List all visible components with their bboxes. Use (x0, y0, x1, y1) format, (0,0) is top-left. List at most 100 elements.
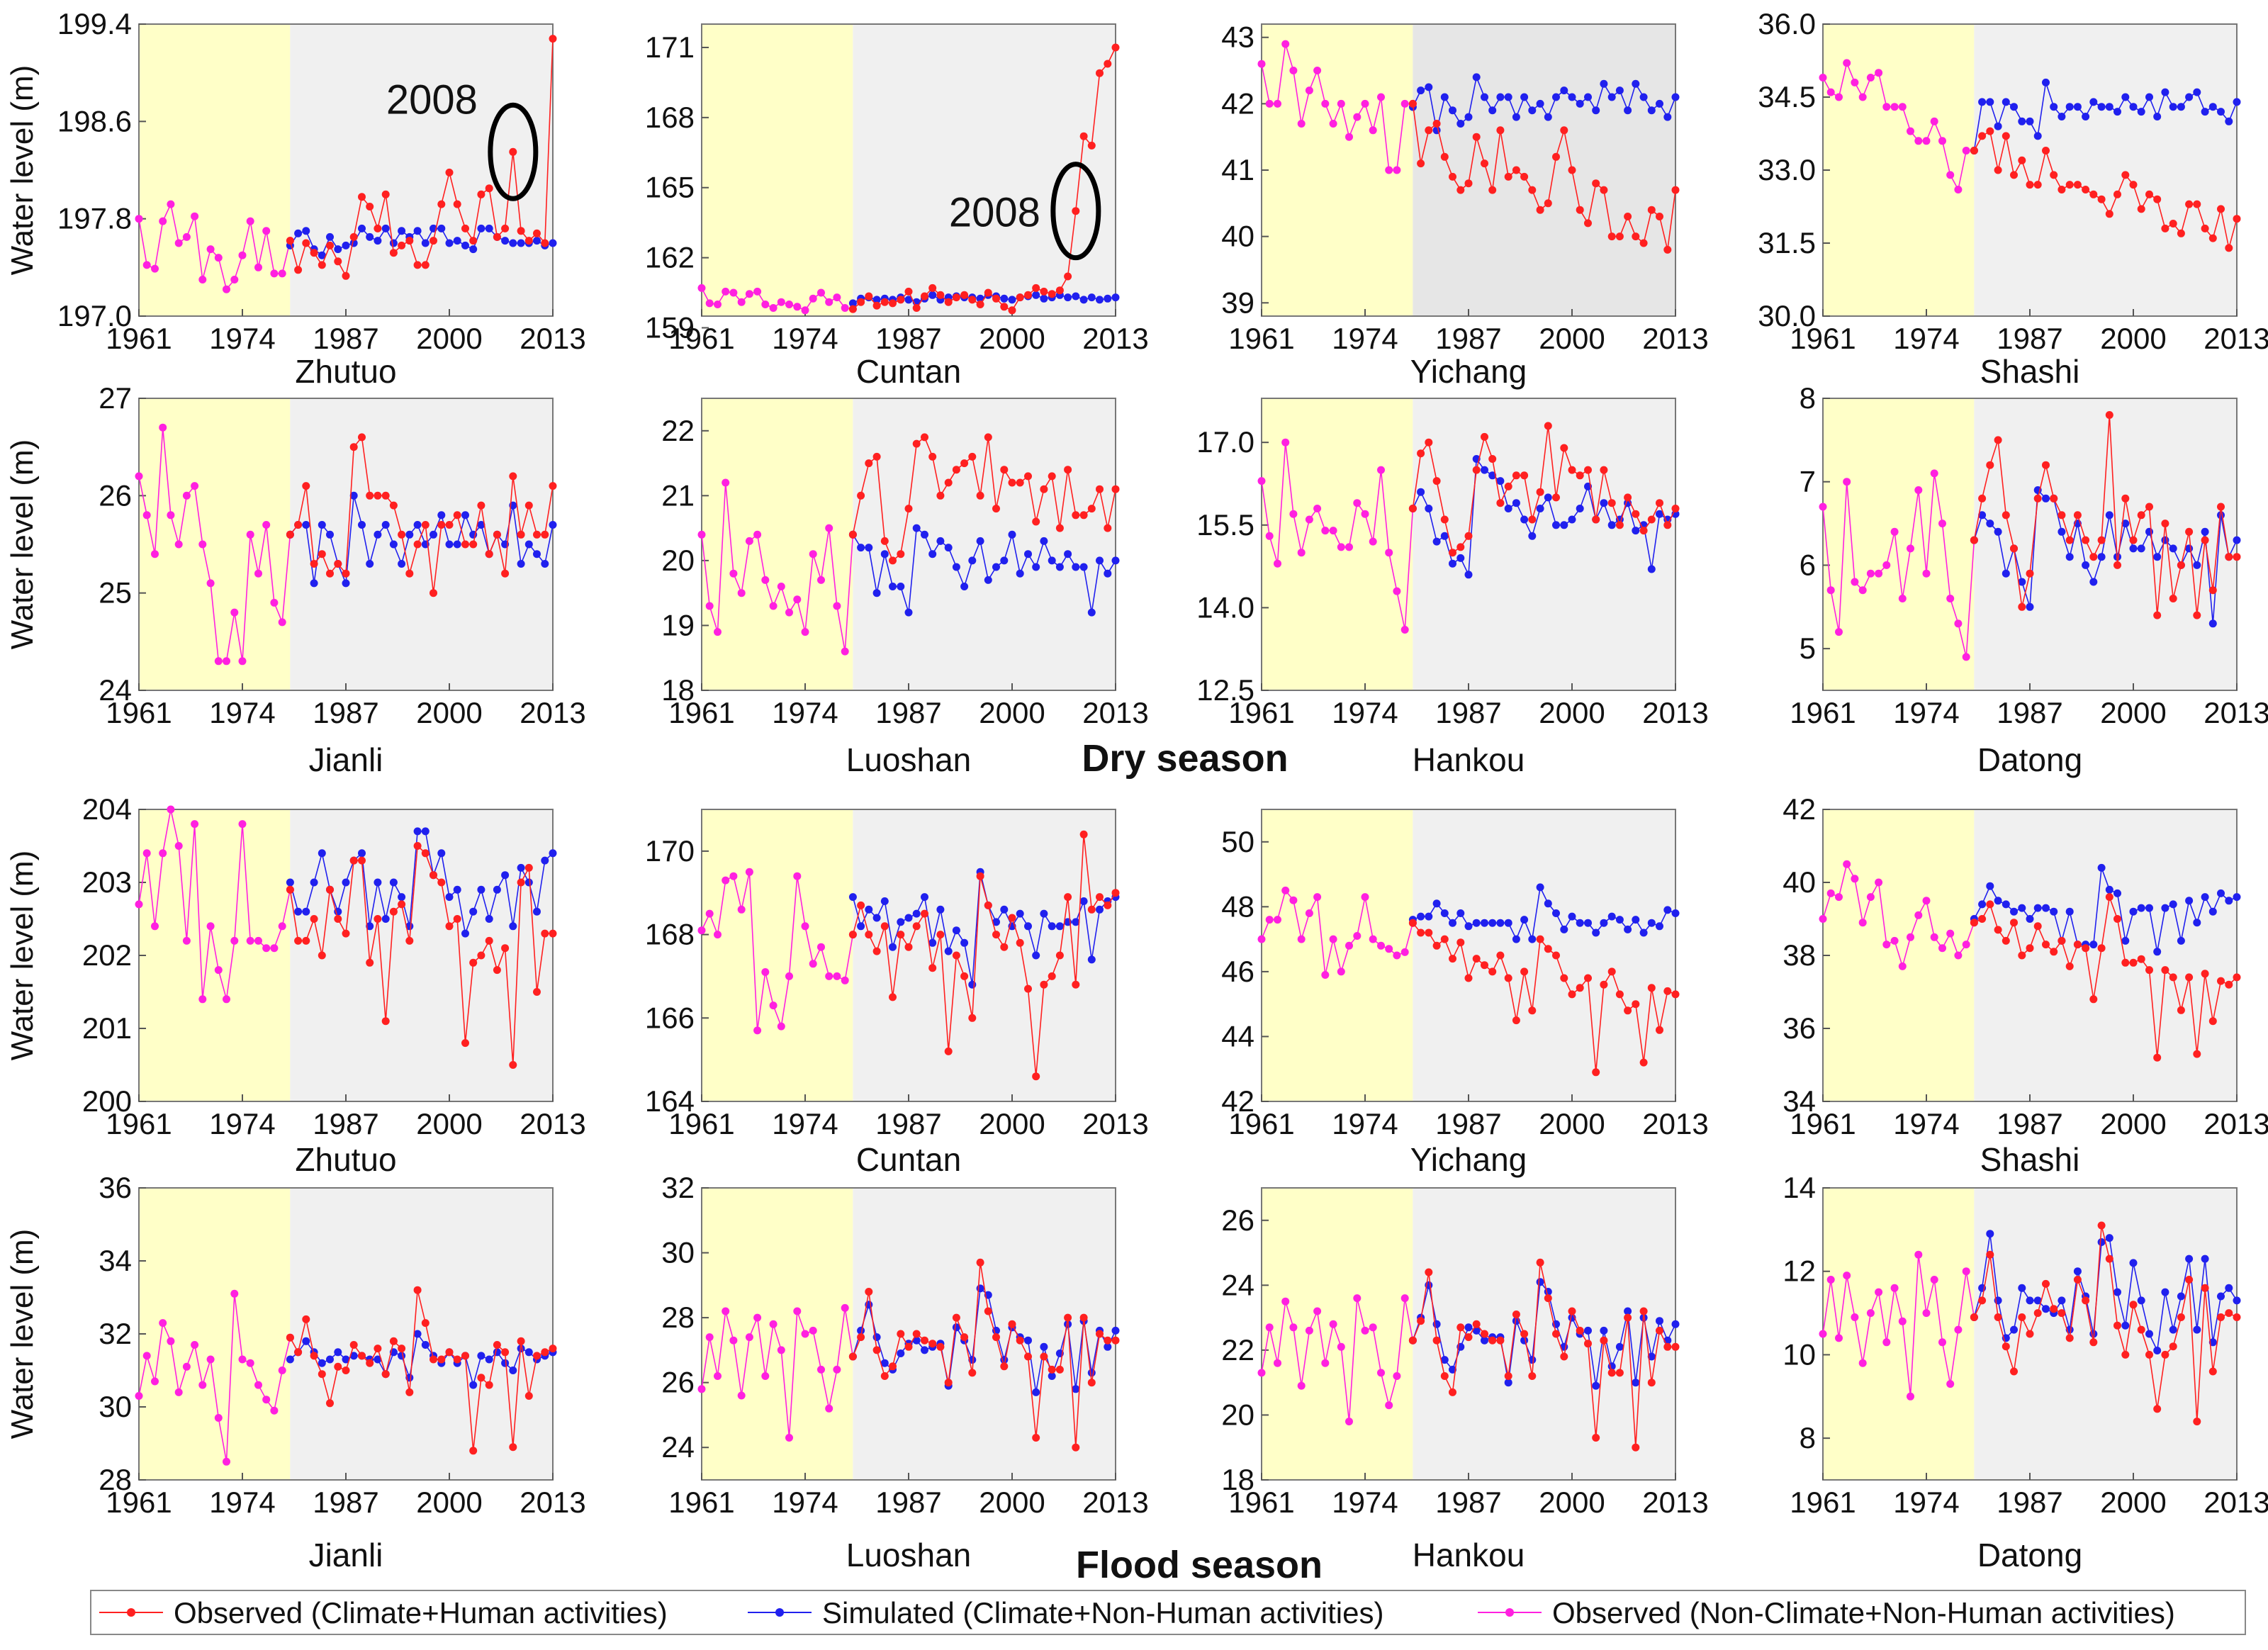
observed-point (2010, 544, 2018, 553)
observed-point (1104, 60, 1112, 68)
baseline-point (1297, 120, 1306, 128)
simulated-point (1464, 571, 1473, 579)
observed-point (509, 1443, 517, 1452)
simulated-point (342, 878, 350, 887)
baseline-point (206, 1355, 215, 1364)
simulated-point (2018, 904, 2026, 912)
simulated-point (1592, 928, 1600, 937)
simulated-point (2121, 936, 2130, 945)
baseline-point (1337, 99, 1345, 108)
baseline-point (1938, 944, 1946, 953)
observed-point (302, 1315, 310, 1323)
observed-point (318, 550, 326, 559)
observed-point (421, 261, 430, 269)
baseline-point (1274, 99, 1281, 108)
simulated-point (477, 1352, 485, 1360)
observed-point (1488, 455, 1497, 463)
baseline-point (270, 944, 279, 953)
simulated-point (2169, 103, 2177, 111)
observed-point (921, 909, 928, 918)
baseline-point (1954, 1325, 1963, 1334)
observed-point (1986, 461, 1994, 469)
flood-season-label: Flood season (1076, 1544, 1323, 1586)
simulated-point (326, 530, 334, 539)
simulated-point (1440, 909, 1449, 917)
observed-point (461, 540, 469, 549)
observed-point (1040, 485, 1048, 493)
observed-point (2177, 229, 2185, 237)
y-tick-label: 36.0 (1758, 7, 1816, 40)
baseline-point (1954, 619, 1963, 628)
simulated-point (2073, 1267, 2082, 1276)
baseline-point (825, 972, 833, 980)
observed-point (1104, 524, 1112, 532)
baseline-point (1843, 59, 1851, 67)
simulated-series-line (852, 1287, 1116, 1393)
simulated-point (1528, 935, 1537, 943)
observed-point (1512, 471, 1520, 480)
x-tick-label: 1961 (1790, 322, 1856, 355)
simulated-point (413, 227, 422, 235)
observed-point (2161, 520, 2169, 528)
observed-point (1520, 172, 1529, 181)
observed-point (1408, 505, 1417, 512)
simulated-point (1656, 510, 1663, 518)
simulated-point (1656, 99, 1663, 108)
simulated-point (857, 544, 865, 552)
observed-point (1449, 955, 1456, 963)
baseline-point (1305, 515, 1313, 524)
observed-point (1576, 1326, 1584, 1335)
x-tick-label: 1987 (875, 1107, 941, 1140)
panel-hankou-dry: 1961 1974 1987 2000 201312.514.015.517.0Hank… (1196, 398, 1709, 778)
observed-point (501, 1348, 510, 1357)
simulated-point (1111, 1326, 1120, 1335)
observed-point (2129, 958, 2138, 967)
observed-point (2026, 181, 2034, 189)
baseline-point (833, 293, 841, 302)
simulated-point (2137, 1296, 2145, 1305)
observed-point (1584, 1340, 1592, 1348)
simulated-point (389, 878, 398, 887)
simulated-point (374, 237, 382, 245)
baseline-point (1257, 60, 1266, 68)
simulated-point (1040, 909, 1048, 918)
observed-point (453, 1355, 461, 1364)
y-tick-label: 38 (1783, 938, 1816, 972)
baseline-period-shade (702, 809, 853, 1101)
simulated-point (2073, 103, 2082, 111)
simulated-point (848, 893, 857, 902)
simulated-point (2185, 1255, 2194, 1263)
simulated-point (398, 893, 406, 902)
observed-point (968, 1014, 977, 1022)
observed-point (1425, 438, 1433, 447)
y-tick-label: 14 (1783, 1171, 1816, 1204)
observed-point (857, 1333, 865, 1342)
x-tick-label: 2000 (1539, 322, 1605, 355)
simulated-point (398, 560, 406, 568)
simulated-point (381, 915, 390, 923)
baseline-point (1400, 948, 1409, 956)
observed-point (1504, 974, 1512, 982)
baseline-point (833, 972, 841, 980)
observed-point (1008, 1320, 1016, 1328)
observed-point (524, 501, 533, 510)
baseline-point (697, 284, 706, 292)
x-tick-label: 1987 (1435, 1107, 1501, 1140)
baseline-point (151, 1377, 159, 1386)
observed-point (1048, 1365, 1056, 1374)
observed-point (2185, 200, 2194, 208)
baseline-point (1345, 1418, 1353, 1426)
observed-point (1016, 938, 1024, 947)
observed-point (413, 540, 422, 549)
simulated-point (413, 521, 422, 529)
simulated-point (477, 885, 485, 894)
observed-point (1032, 284, 1040, 292)
observed-point (430, 589, 437, 597)
simulated-point (904, 296, 913, 304)
x-tick-label: 2000 (979, 696, 1045, 729)
observed-point (1639, 239, 1648, 247)
simulated-point (2002, 900, 2010, 909)
observed-point (1512, 1311, 1520, 1318)
